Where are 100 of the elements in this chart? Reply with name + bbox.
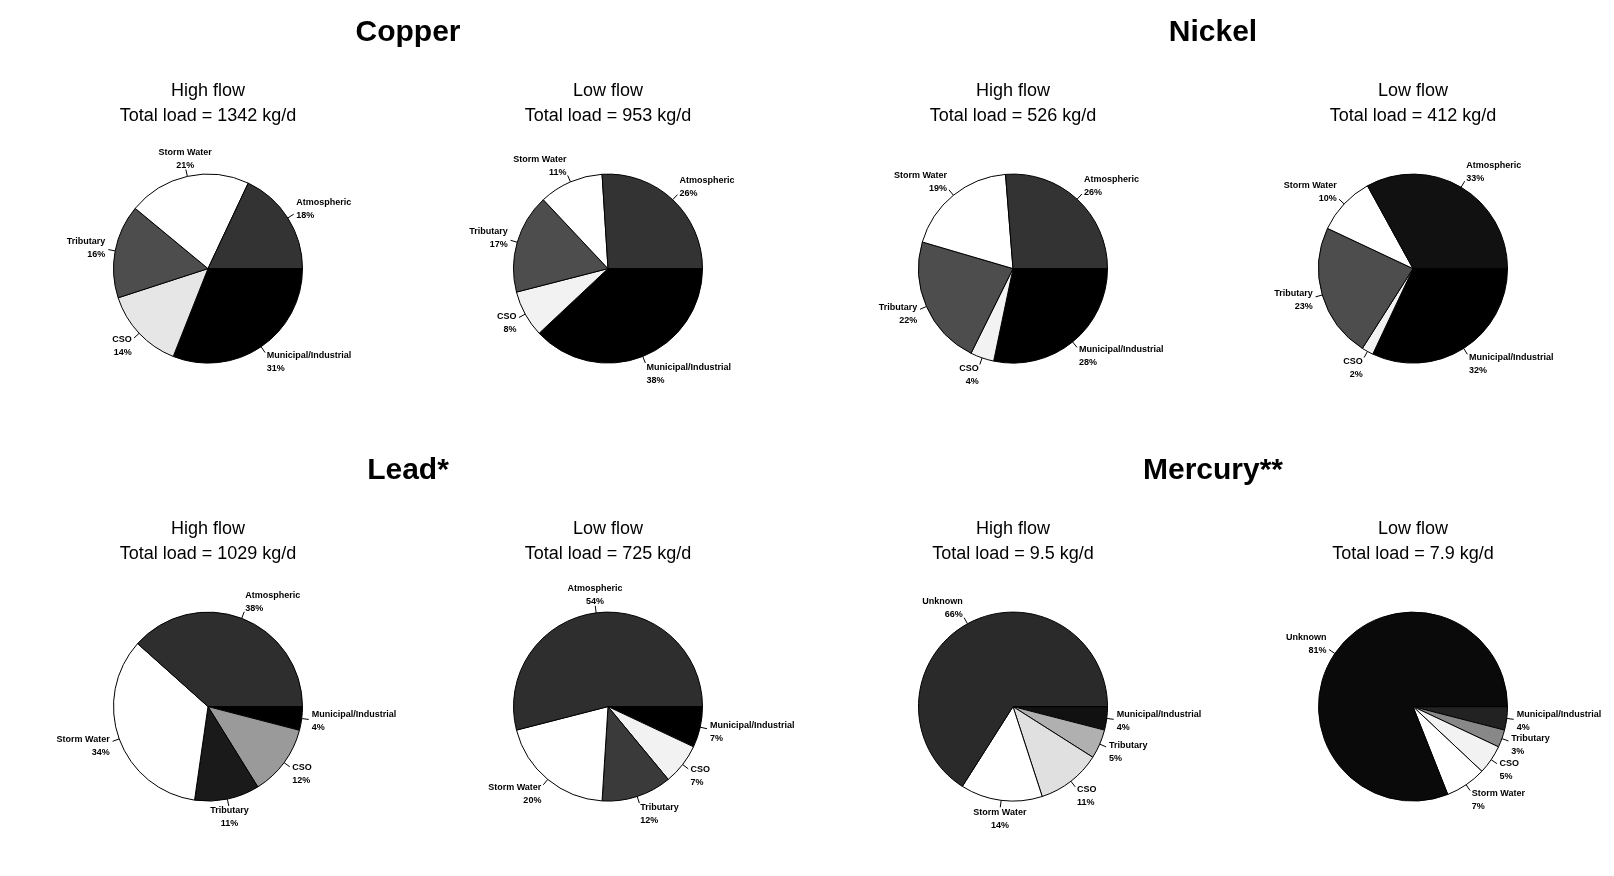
data-label: 12% <box>292 774 311 785</box>
chart-title: High flow <box>975 79 1052 100</box>
data-label: 2% <box>1349 368 1363 379</box>
slice-label: Storm Water <box>56 733 111 744</box>
slice-label: Storm Water <box>973 806 1027 817</box>
data-label: 32% <box>1468 365 1488 376</box>
data-label: 4% <box>311 722 325 733</box>
data-label: 4% <box>1516 722 1530 733</box>
slice-label: Tributary <box>210 805 249 816</box>
slice-label: CSO <box>959 363 979 374</box>
data-label: 8% <box>503 324 517 335</box>
slice-label: Atmospheric <box>679 175 735 186</box>
slice-label: Tributary <box>469 225 508 236</box>
data-label: 11% <box>1077 796 1095 807</box>
chart-subtitle: Total load = 9.5 kg/d <box>932 543 1094 564</box>
slice-label: Tributary <box>1274 288 1313 299</box>
slice-label: Storm Water <box>513 153 567 164</box>
data-label: 26% <box>679 188 698 199</box>
slice-label: Atmospheric <box>1083 174 1139 185</box>
data-label: 38% <box>646 374 665 385</box>
data-label: 7% <box>690 777 704 788</box>
slice-label: Municipal/Industrial <box>1116 709 1202 720</box>
data-label: 12% <box>640 815 659 826</box>
data-label: 19% <box>929 182 948 193</box>
chart-title: Low flow <box>572 517 645 538</box>
chart-title: High flow <box>170 79 247 100</box>
chart-subtitle: Total load = 412 kg/d <box>1329 105 1497 126</box>
data-label: 34% <box>91 746 110 757</box>
chart-title: High flow <box>170 517 247 538</box>
data-label: 38% <box>245 602 264 613</box>
text: Copper <box>354 14 462 48</box>
data-label: 11% <box>548 166 567 177</box>
slice-label: Tributary <box>1108 739 1148 750</box>
chart-title: High flow <box>975 517 1052 538</box>
chart-subtitle: Total load = 526 kg/d <box>929 105 1097 126</box>
slice-label: Municipal/Industrial <box>266 350 352 361</box>
chart-subtitle: Total load = 7.9 kg/d <box>1332 543 1494 564</box>
chart-title: Low flow <box>1377 79 1450 100</box>
data-label: 23% <box>1294 301 1313 312</box>
data-label: 31% <box>266 363 285 374</box>
slice-label: Tributary <box>640 802 679 813</box>
slice-label: Municipal/Industrial <box>1516 709 1602 720</box>
slice-label: Storm Water <box>158 147 213 158</box>
data-label: 33% <box>1466 173 1485 184</box>
slice-label: Tributary <box>1511 733 1550 744</box>
data-label: 16% <box>87 249 106 259</box>
slice-label: Storm Water <box>1471 788 1526 799</box>
chart-subtitle: Total load = 1029 kg/d <box>119 543 297 564</box>
slice-label: Unknown <box>1286 631 1327 642</box>
data-label: 28% <box>1078 357 1097 368</box>
slice-label: Municipal/Industrial <box>709 719 795 730</box>
slice-label: Tributary <box>878 302 918 313</box>
data-label: 22% <box>899 315 918 326</box>
data-label: 54% <box>585 596 604 607</box>
chart-subtitle: Total load = 1342 kg/d <box>119 105 297 126</box>
slice-label: CSO <box>496 311 517 322</box>
text: Mercury** <box>1141 452 1285 486</box>
data-label: 14% <box>990 819 1009 830</box>
data-label: 17% <box>489 238 508 249</box>
chart-subtitle: Total load = 725 kg/d <box>524 543 692 564</box>
data-label: 66% <box>944 609 963 620</box>
data-label: 20% <box>523 794 542 805</box>
slice-label: Storm Water <box>893 169 948 180</box>
data-label: 81% <box>1308 644 1327 655</box>
data-label: 26% <box>1083 187 1102 198</box>
data-label: 7% <box>709 732 723 743</box>
slice-label: Municipal/Industrial <box>1078 344 1164 355</box>
slice-label: Storm Water <box>488 781 542 792</box>
slice-label: Atmospheric <box>567 583 623 594</box>
data-label: 4% <box>965 376 979 387</box>
slice-label: CSO <box>1077 783 1097 794</box>
slice-label: Tributary <box>66 236 106 246</box>
text: Nickel <box>1167 14 1259 48</box>
slice-label: Storm Water <box>1283 180 1338 191</box>
data-label: 5% <box>1499 771 1513 782</box>
data-label: 11% <box>220 818 239 829</box>
chart-title: Low flow <box>572 79 645 100</box>
slice-label: Municipal/Industrial <box>646 361 731 372</box>
slice-label: Atmospheric <box>1466 160 1522 171</box>
slice-label: CSO <box>292 761 312 772</box>
data-label: 14% <box>113 347 132 358</box>
slice-label: Unknown <box>922 596 963 607</box>
data-label: 4% <box>1116 722 1130 733</box>
data-label: 10% <box>1318 193 1337 204</box>
slice-label: Municipal/Industrial <box>311 709 397 720</box>
data-label: 3% <box>1511 746 1525 757</box>
data-label: 7% <box>1471 801 1485 812</box>
slice-label: Atmospheric <box>245 589 301 600</box>
chart-title: Low flow <box>1377 517 1450 538</box>
data-label: 21% <box>176 160 195 171</box>
chart-subtitle: Total load = 953 kg/d <box>524 105 692 126</box>
slice-label: CSO <box>1343 355 1363 366</box>
slice-label: CSO <box>112 334 132 345</box>
slice-label: CSO <box>1499 758 1519 769</box>
data-label: 5% <box>1108 752 1122 763</box>
slice-label: Municipal/Industrial <box>1468 352 1554 363</box>
slice-label: Atmospheric <box>296 196 352 207</box>
data-label: 18% <box>296 209 315 220</box>
slice-label: CSO <box>690 764 711 775</box>
text: Lead* <box>366 452 450 486</box>
